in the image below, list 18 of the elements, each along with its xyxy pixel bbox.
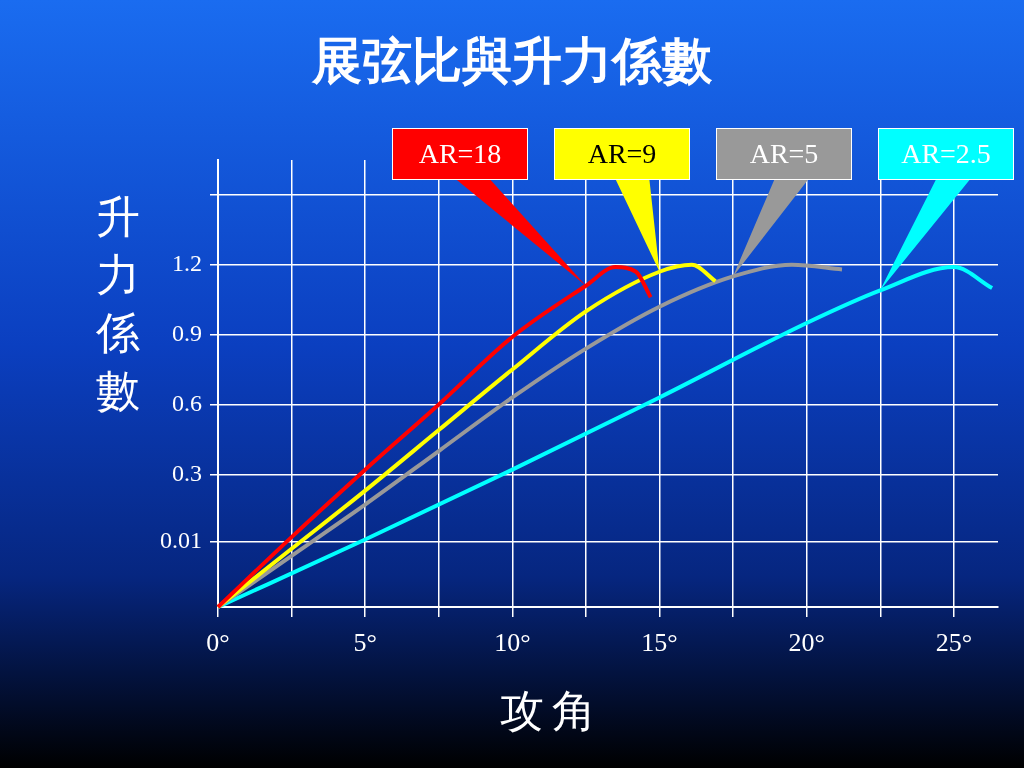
- x-tick-label: 5°: [353, 628, 377, 658]
- text: AR=18: [392, 128, 528, 180]
- chart-title: 展弦比與升力係數: [310, 30, 713, 92]
- x-axis-title: 攻角: [499, 684, 605, 738]
- text: AR=2.5: [878, 128, 1014, 180]
- x-tick-label: 0°: [206, 628, 230, 658]
- y-tick-label: 0.6: [172, 389, 202, 416]
- x-tick-label: 25°: [935, 628, 973, 658]
- x-tick-label: 10°: [494, 628, 531, 658]
- y-tick-label: 1.2: [172, 250, 202, 277]
- text: AR=9: [554, 128, 690, 180]
- y-tick-label: 0.9: [172, 319, 202, 346]
- y-tick-label: 0.01: [160, 527, 202, 554]
- text: AR=5: [716, 128, 852, 180]
- x-tick-label: 20°: [788, 628, 825, 658]
- y-axis-title: 升力係數: [95, 190, 141, 418]
- x-tick-label: 15°: [641, 628, 678, 658]
- y-tick-label: 0.3: [172, 459, 202, 486]
